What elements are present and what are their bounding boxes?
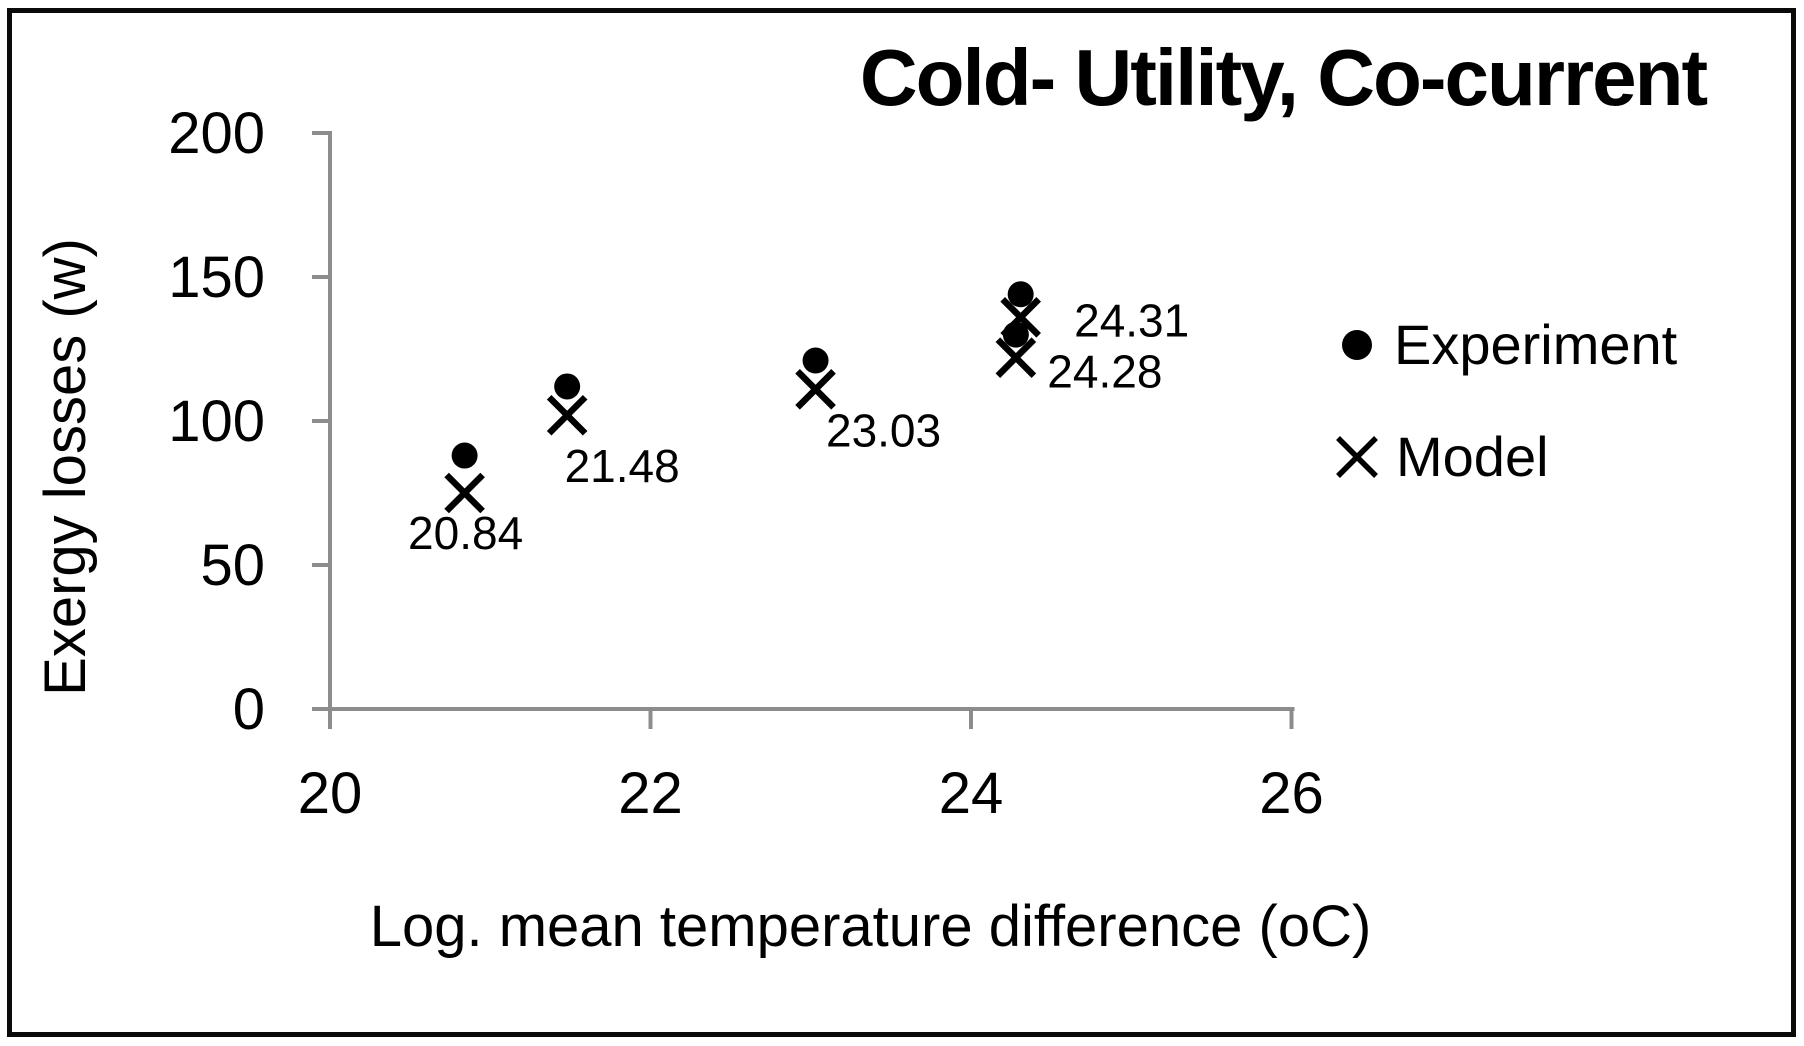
x-axis-title: Log. mean temperature difference (oC) xyxy=(369,894,1372,959)
x-tick-label: 24 xyxy=(939,761,1004,826)
legend-label-model: Model xyxy=(1396,425,1549,488)
chart-border-frame xyxy=(7,8,1796,1037)
point-label: 24.28 xyxy=(1047,346,1162,398)
experiment-marker-icon xyxy=(1342,330,1372,360)
experiment-point xyxy=(1007,281,1034,308)
y-axis-title: Exergy losses (w) xyxy=(33,238,98,696)
y-tick-label: 0 xyxy=(233,677,265,742)
point-label: 21.48 xyxy=(565,440,680,492)
legend-label-experiment: Experiment xyxy=(1394,313,1678,376)
model-marker-icon xyxy=(1336,436,1378,478)
model-point xyxy=(444,472,485,514)
y-tick-label: 150 xyxy=(168,245,265,310)
experiment-point xyxy=(554,373,581,400)
model-point xyxy=(1000,297,1041,338)
model-point xyxy=(995,337,1037,378)
y-tick-label: 100 xyxy=(168,389,265,454)
point-label: 23.03 xyxy=(826,404,941,456)
x-tick-label: 20 xyxy=(298,761,363,826)
experiment-point xyxy=(451,442,478,469)
model-point xyxy=(795,369,836,410)
experiment-point xyxy=(802,347,829,374)
point-label: 20.84 xyxy=(408,507,523,559)
chart-title: Cold- Utility, Co-current xyxy=(859,33,1708,122)
x-tick-label: 22 xyxy=(618,761,683,826)
legend-item-experiment: Experiment xyxy=(1337,317,1677,373)
point-label: 24.31 xyxy=(1074,294,1189,346)
x-tick-label: 26 xyxy=(1259,761,1324,826)
legend-item-model: Model xyxy=(1335,429,1549,485)
y-tick-label: 200 xyxy=(168,101,265,166)
y-tick-label: 50 xyxy=(200,533,265,598)
model-point xyxy=(546,394,588,436)
